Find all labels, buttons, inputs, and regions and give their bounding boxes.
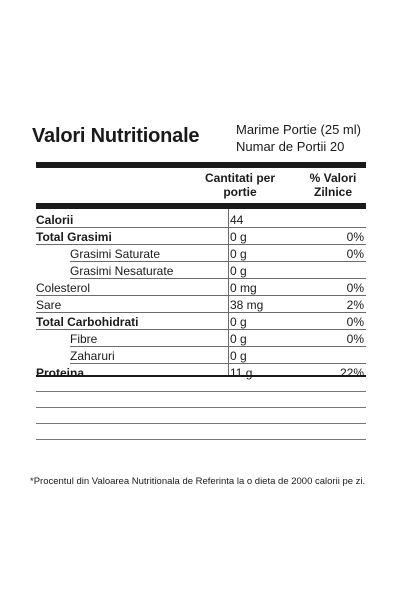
nutrient-quantity: 0 mg <box>230 281 257 295</box>
row-divider <box>36 329 366 330</box>
nutrient-label: Zaharuri <box>70 349 115 363</box>
row-divider <box>70 278 366 279</box>
blank-line-1 <box>36 391 366 392</box>
column-header-daily-value: % Valori Zilnice <box>309 171 357 199</box>
nutrition-row: Calorii 44 <box>36 211 366 228</box>
nutrient-label: Proteina <box>36 366 85 380</box>
header-thick-rule <box>36 203 366 209</box>
nutrient-daily-value: 0% <box>346 230 364 244</box>
serving-count: Numar de Portii 20 <box>236 139 345 154</box>
nutrient-quantity: 11 g <box>230 366 253 380</box>
row-divider <box>36 295 366 296</box>
row-divider <box>70 261 366 262</box>
title: Valori Nutritionale <box>32 125 200 147</box>
row-divider <box>36 227 366 228</box>
nutrient-daily-value: 2% <box>346 298 364 312</box>
row-divider <box>36 244 366 245</box>
nutrient-label: Grasimi Saturate <box>70 247 161 261</box>
nutrient-daily-value: 0% <box>346 247 364 261</box>
nutrition-row: Grasimi Saturate 0 g 0% <box>36 245 366 262</box>
nutrition-row: Zaharuri 0 g <box>36 347 366 364</box>
nutrition-row: Fibre 0 g 0% <box>36 330 366 347</box>
column-header-quantity: Cantitati per portie <box>204 171 275 199</box>
nutrient-quantity: 0 g <box>230 332 247 346</box>
row-divider <box>36 312 366 313</box>
nutrition-row: Sare 38 mg 2% <box>36 296 366 313</box>
nutrient-quantity: 0 g <box>230 349 247 363</box>
blank-line-3 <box>36 423 366 424</box>
nutrition-row: Total Carbohidrati 0 g 0% <box>36 313 366 330</box>
nutrient-daily-value: 22% <box>339 366 364 380</box>
nutrition-row: Grasimi Nesaturate 0 g <box>36 262 366 279</box>
nutrient-label: Total Carbohidrati <box>36 315 139 329</box>
column-divider <box>228 209 229 375</box>
row-divider <box>70 346 366 347</box>
nutrient-label: Sare <box>36 298 62 312</box>
bottom-medium-rule <box>36 375 366 377</box>
blank-line-2 <box>36 407 366 408</box>
nutrition-row: Total Grasimi 0 g 0% <box>36 228 366 245</box>
blank-line-4 <box>36 439 366 440</box>
nutrient-quantity: 0 g <box>230 264 247 278</box>
nutrient-daily-value: 0% <box>346 281 364 295</box>
nutrient-label: Grasimi Nesaturate <box>70 264 174 278</box>
footnote: *Procentul din Valoarea Nutritionala de … <box>30 476 366 487</box>
nutrition-row: Colesterol 0 mg 0% <box>36 279 366 296</box>
nutrient-daily-value: 0% <box>346 332 364 346</box>
nutrient-quantity: 0 g <box>230 315 247 329</box>
nutrient-quantity: 38 mg <box>230 298 264 312</box>
nutrient-quantity: 44 <box>230 213 244 227</box>
nutrient-label: Total Grasimi <box>36 230 112 244</box>
nutrient-label: Calorii <box>36 213 74 227</box>
top-thick-rule <box>36 162 366 168</box>
row-divider <box>70 363 366 364</box>
nutrition-row: Proteina 11 g 22% <box>36 364 366 381</box>
nutrient-label: Colesterol <box>36 281 91 295</box>
serving-size: Marime Portie (25 ml) <box>236 122 361 137</box>
nutrient-daily-value: 0% <box>346 315 364 329</box>
nutrient-label: Fibre <box>70 332 98 346</box>
nutrient-quantity: 0 g <box>230 247 247 261</box>
nutrient-quantity: 0 g <box>230 230 247 244</box>
